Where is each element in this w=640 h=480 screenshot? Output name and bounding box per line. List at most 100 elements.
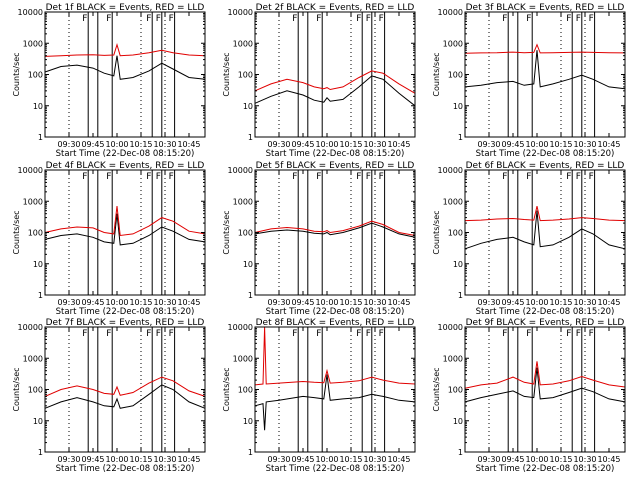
series-line-lld [464,205,626,222]
y-tick-label: 1000 [443,39,463,48]
x-tick-label: 10:00 [105,455,128,464]
y-tick-label: 10000 [18,323,43,332]
plot-frame [254,326,416,453]
x-tick-label: 09:30 [477,140,500,149]
x-tick-label: 10:45 [387,455,410,464]
series-line-lld [464,361,626,389]
y-tick-label: 10 [33,260,43,269]
y-tick-label: 1000 [233,197,253,206]
y-axis-label: Counts/sec [12,210,21,254]
marker-label: F [589,14,594,24]
x-tick-label: 09:30 [57,298,80,307]
marker-label: F [576,172,581,182]
x-axis-label: Start Time (22-Dec-08 08:15:20) [266,149,405,159]
marker-label: F [292,14,297,24]
y-tick-label: 100 [448,386,463,395]
x-tick-label: 09:45 [291,455,314,464]
x-tick-label: 10:15 [129,298,152,307]
x-tick-label: 10:00 [525,455,548,464]
marker-label: F [379,172,384,182]
x-tick-label: 10:00 [105,140,128,149]
marker-label: F [356,172,361,182]
marker-label: F [576,14,581,24]
y-tick-label: 1000 [23,39,43,48]
y-tick-label: 10000 [228,8,253,17]
x-axis-label: Start Time (22-Dec-08 08:15:20) [476,464,615,474]
y-tick-label: 1 [38,448,43,457]
y-tick-label: 10 [243,417,253,426]
y-tick-label: 10000 [438,323,463,332]
series-line-events [44,55,206,80]
marker-label: F [366,172,371,182]
marker-label: F [292,329,297,339]
marker-label: F [316,329,321,339]
y-tick-label: 1000 [443,197,463,206]
series-line-lld [44,42,206,57]
y-tick-label: 10000 [228,323,253,332]
marker-label: F [146,329,151,339]
x-tick-label: 10:15 [129,140,152,149]
y-axis-label: Counts/sec [12,52,21,96]
marker-label: F [366,329,371,339]
series-line-lld [464,43,626,54]
marker-label: F [589,172,594,182]
y-tick-label: 1 [248,448,253,457]
y-tick-label: 1 [38,133,43,142]
y-axis-label: Counts/sec [222,367,231,411]
y-tick-label: 1000 [23,354,43,363]
x-tick-label: 09:45 [501,455,524,464]
marker-label: F [156,329,161,339]
y-tick-label: 1 [38,291,43,300]
y-tick-label: 10000 [228,166,253,175]
x-axis-label: Start Time (22-Dec-08 08:15:20) [266,464,405,474]
marker-label: F [82,14,87,24]
panel-title: Det 5f BLACK = Events, RED = LLD [256,161,415,171]
series-line-events [44,213,206,246]
x-tick-label: 10:15 [549,455,572,464]
marker-label: F [526,172,531,182]
marker-label: F [169,329,174,339]
x-tick-label: 10:45 [177,140,200,149]
x-tick-label: 10:00 [315,455,338,464]
y-axis-label: Counts/sec [432,367,441,411]
y-tick-label: 1000 [443,354,463,363]
x-tick-label: 09:45 [291,298,314,307]
marker-label: F [589,329,594,339]
y-tick-label: 100 [28,386,43,395]
series-line-events [254,222,416,238]
y-tick-label: 1 [458,291,463,300]
x-tick-label: 09:30 [267,298,290,307]
x-tick-label: 10:00 [315,298,338,307]
marker-label: F [106,14,111,24]
x-tick-label: 09:45 [81,140,104,149]
x-tick-label: 10:30 [153,298,176,307]
plot-frame [464,326,626,453]
panel-title: Det 4f BLACK = Events, RED = LLD [46,161,205,171]
y-tick-label: 100 [238,229,253,238]
y-tick-label: 10 [453,102,463,111]
series-line-lld [44,376,206,397]
y-tick-label: 10000 [438,166,463,175]
y-tick-label: 10000 [438,8,463,17]
marker-label: F [526,14,531,24]
y-tick-label: 10 [243,102,253,111]
marker-label: F [82,172,87,182]
panel-title: Det 6f BLACK = Events, RED = LLD [466,161,625,171]
y-axis-label: Counts/sec [222,52,231,96]
series-line-events [464,210,626,250]
y-axis-label: Counts/sec [12,367,21,411]
panel-title: Det 1f BLACK = Events, RED = LLD [46,3,205,13]
marker-label: F [566,14,571,24]
y-tick-label: 100 [28,229,43,238]
y-axis-label: Counts/sec [432,52,441,96]
x-tick-label: 10:15 [549,140,572,149]
panel-title: Det 8f BLACK = Events, RED = LLD [256,318,415,328]
